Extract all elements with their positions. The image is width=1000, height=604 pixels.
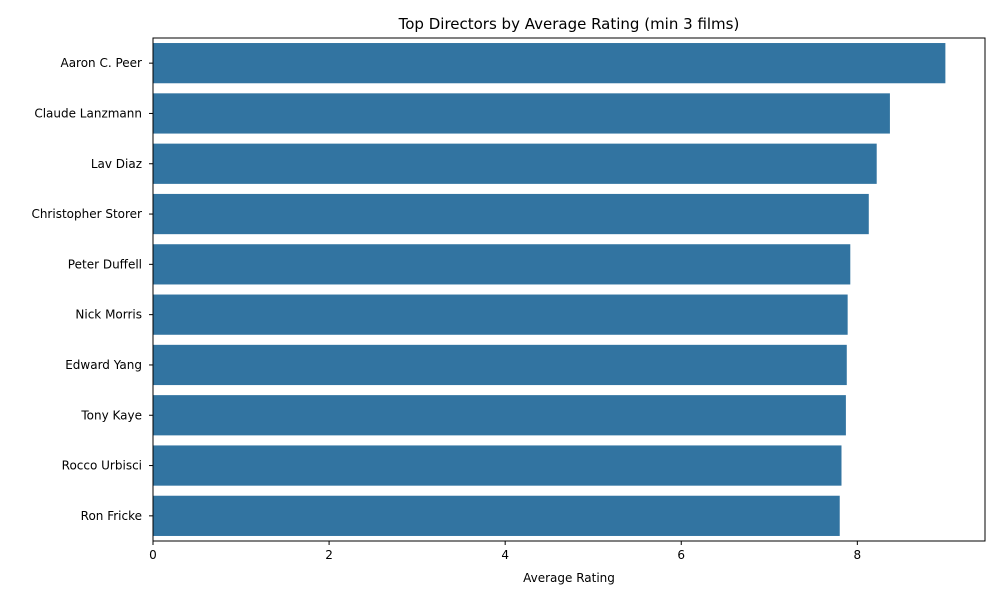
bar: [153, 445, 842, 486]
bar: [153, 93, 890, 134]
bar: [153, 193, 869, 235]
y-tick-label: Christopher Storer: [31, 207, 142, 221]
y-tick-label: Edward Yang: [65, 358, 142, 372]
y-tick-label: Tony Kaye: [80, 408, 142, 422]
bar: [153, 294, 848, 335]
plot-frame: [152, 37, 986, 542]
bar: [153, 143, 877, 184]
x-tick-label: 6: [677, 548, 685, 562]
y-tick-labels: Aaron C. Peer Claude Lanzmann Lav Diaz Chri…: [31, 56, 153, 523]
chart-title: Top Directors by Average Rating (min 3 f…: [398, 15, 740, 33]
bar: [153, 244, 851, 285]
x-tick-label: 2: [325, 548, 333, 562]
bar: [153, 495, 840, 536]
x-tick-label: 4: [501, 548, 509, 562]
y-tick-label: Rocco Urbisci: [62, 459, 142, 473]
x-axis-label: Average Rating: [523, 571, 615, 585]
axes-frame: [152, 37, 986, 542]
y-tick-label: Peter Duffell: [68, 257, 142, 271]
x-tick-label: 8: [854, 548, 862, 562]
y-tick-label: Ron Fricke: [81, 509, 142, 523]
x-tick-labels: 0 2 4 6 8: [149, 541, 861, 562]
y-tick-label: Lav Diaz: [91, 157, 142, 171]
bar: [153, 395, 846, 436]
x-tick-label: 0: [149, 548, 157, 562]
y-tick-label: Nick Morris: [75, 308, 142, 322]
bar: [153, 344, 847, 386]
bar: [153, 43, 946, 84]
y-tick-label: Claude Lanzmann: [34, 106, 142, 120]
y-tick-label: Aaron C. Peer: [60, 56, 142, 70]
bars-layer: [153, 43, 946, 536]
